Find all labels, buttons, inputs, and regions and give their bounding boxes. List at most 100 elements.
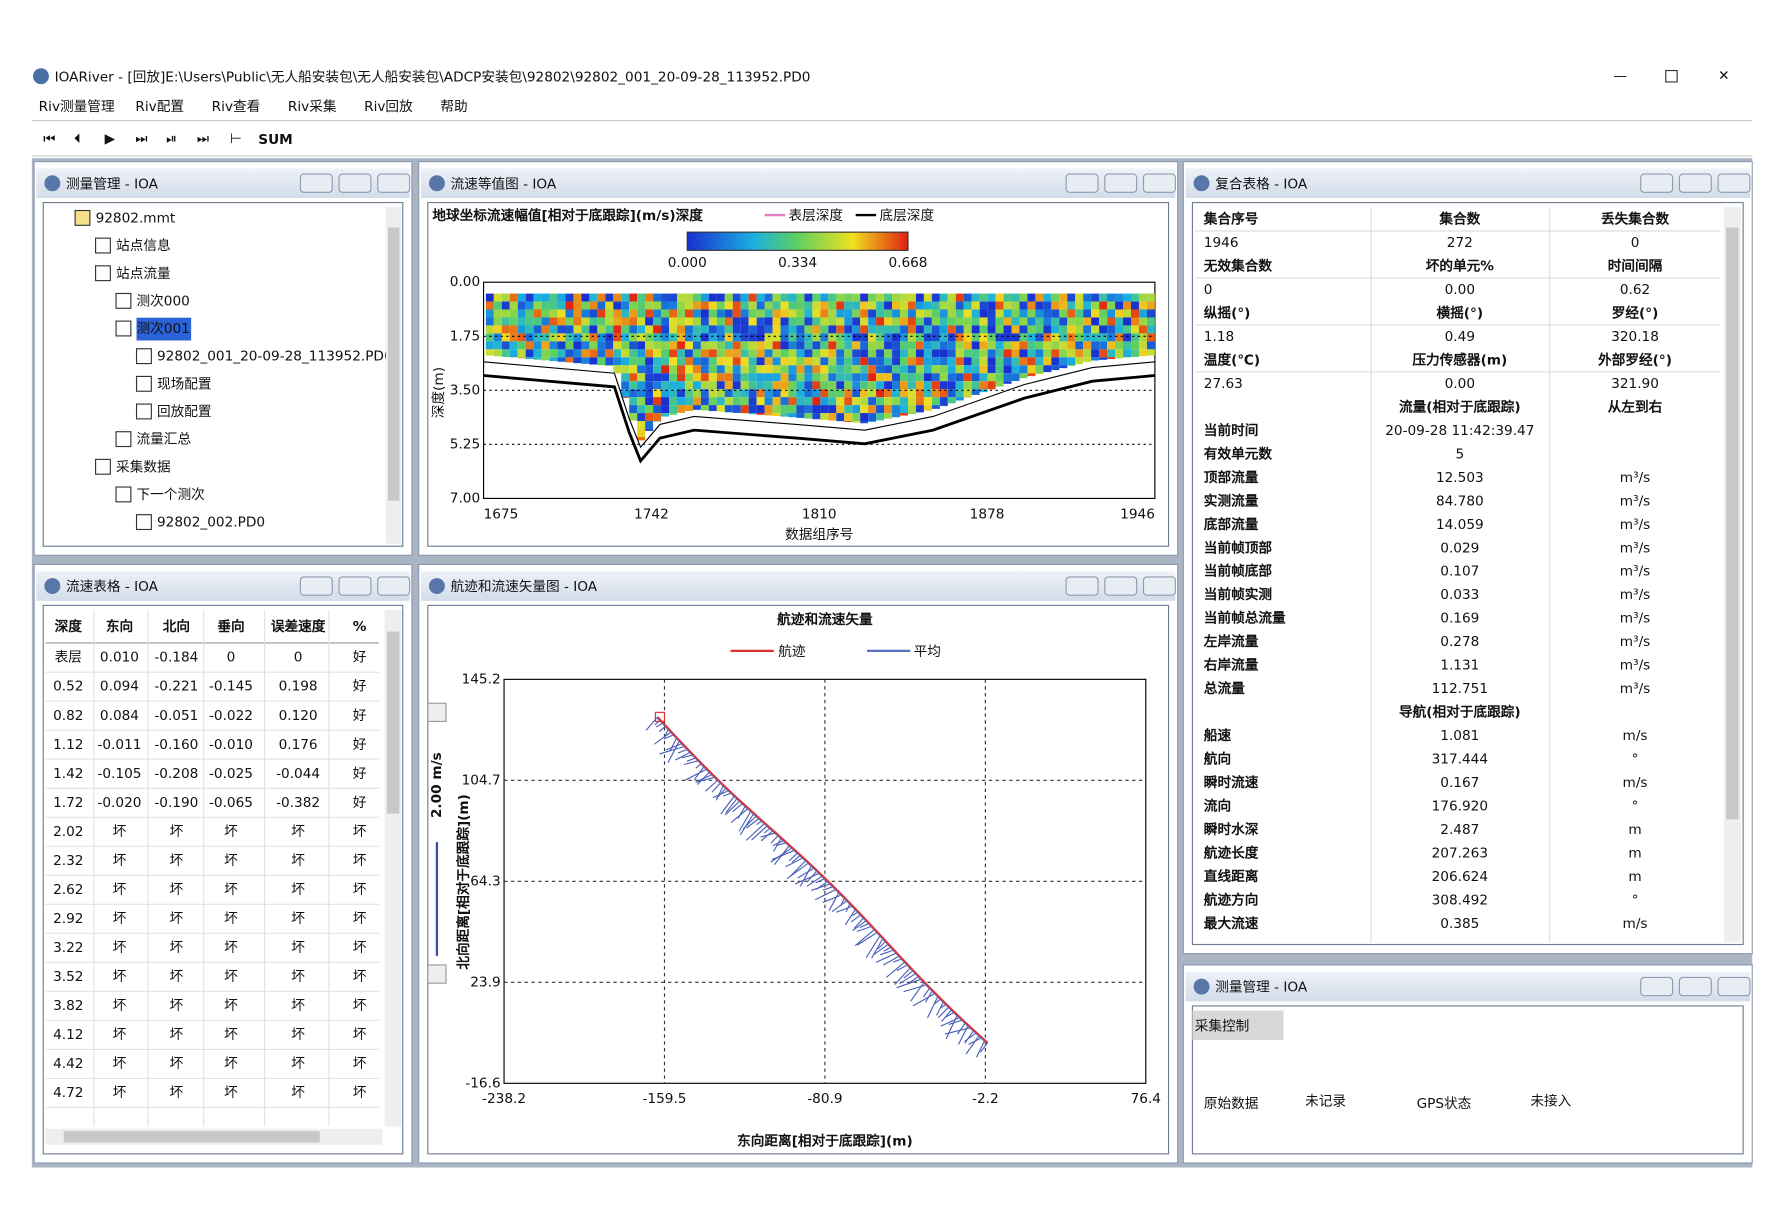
- tree-node[interactable]: 测次001: [137, 321, 190, 337]
- maximize-button[interactable]: [1665, 69, 1678, 83]
- table-cell: 0: [1631, 235, 1640, 251]
- zoom-in-button[interactable]: [427, 702, 447, 723]
- toolbar-button[interactable]: ⏴: [74, 131, 81, 147]
- contour-cell: [852, 349, 861, 358]
- tree-node[interactable]: 92802_002.PD0: [157, 515, 265, 531]
- contour-cell: [868, 349, 877, 358]
- panel-button[interactable]: [299, 576, 333, 596]
- contour-cell: [987, 333, 996, 342]
- tree-node[interactable]: 站点信息: [116, 237, 171, 254]
- contour-cell: [804, 293, 813, 302]
- contour-cell: [804, 325, 813, 334]
- panel-button[interactable]: [377, 576, 411, 596]
- panel-button[interactable]: [1065, 173, 1099, 193]
- contour-cell: [868, 309, 877, 318]
- table-cell: 2.02: [53, 824, 83, 840]
- minimize-button[interactable]: —: [1613, 68, 1627, 84]
- menu-item[interactable]: Riv测量管理: [39, 99, 115, 115]
- panel-button[interactable]: [1640, 173, 1674, 193]
- panel-button[interactable]: [338, 576, 372, 596]
- contour-cell: [844, 381, 853, 390]
- toolbar-button[interactable]: ▶: [105, 131, 116, 147]
- toolbar-button[interactable]: ⏭: [135, 131, 148, 147]
- toolbar-button[interactable]: ⏮: [43, 131, 55, 147]
- velocity-vector: [695, 776, 716, 783]
- velocity-vector: [738, 810, 752, 832]
- close-button[interactable]: ✕: [1718, 68, 1729, 84]
- velocity-vector: [751, 825, 769, 841]
- tree-node[interactable]: 92802.mmt: [96, 210, 176, 226]
- contour-cell: [716, 293, 725, 302]
- panel-button[interactable]: [1678, 976, 1712, 997]
- contour-cell: [828, 309, 837, 318]
- scrollbar-thumb[interactable]: [387, 227, 400, 501]
- contour-cell: [485, 293, 494, 302]
- table-cell: 0.278: [1440, 634, 1479, 650]
- contour-cell: [939, 317, 948, 326]
- panel-button[interactable]: [1640, 976, 1674, 997]
- panel-button[interactable]: [1717, 173, 1751, 193]
- contour-cell: [852, 317, 861, 326]
- panel-button[interactable]: [338, 173, 372, 193]
- contour-cell: [589, 357, 598, 365]
- table-cell: 集合数: [1438, 211, 1480, 228]
- panel-button[interactable]: [1142, 576, 1176, 596]
- panel-button[interactable]: [1142, 173, 1176, 193]
- contour-cell: [828, 381, 837, 390]
- toolbar-button[interactable]: ⏭: [197, 131, 210, 147]
- contour-cell: [836, 333, 845, 342]
- zoom-out-button[interactable]: [427, 964, 447, 984]
- tree-icon: [115, 486, 132, 503]
- contour-cell: [661, 373, 670, 382]
- contour-cell: [716, 341, 725, 350]
- scrollbar-thumb[interactable]: [1726, 227, 1739, 820]
- table-cell: 坏: [291, 853, 305, 869]
- menu-item[interactable]: Riv查看: [212, 99, 261, 115]
- tree-icon: [95, 265, 111, 282]
- tree-node[interactable]: 92802_001_20-09-28_113952.PD0: [157, 349, 393, 365]
- toolbar-button[interactable]: ⊢: [230, 131, 242, 147]
- menu-item[interactable]: Riv配置: [135, 99, 184, 115]
- panel-button[interactable]: [1104, 576, 1138, 596]
- velocity-vector: [705, 779, 719, 792]
- contour-cell: [915, 381, 924, 390]
- scrollbar-thumb[interactable]: [63, 1131, 320, 1143]
- table-cell: 最大流速: [1204, 915, 1259, 932]
- contour-cell: [828, 341, 837, 350]
- tree-node[interactable]: 现场配置: [157, 376, 212, 392]
- contour-cell: [677, 341, 685, 350]
- contour-cell: [653, 405, 662, 414]
- contour-cell: [1011, 357, 1020, 366]
- contour-cell: [1043, 309, 1052, 318]
- contour-cell: [692, 333, 701, 342]
- contour-cell: [995, 309, 1004, 318]
- panel-button[interactable]: [299, 173, 333, 193]
- menu-item[interactable]: 帮助: [440, 99, 467, 115]
- menu-item[interactable]: Riv回放: [364, 99, 413, 115]
- tree-node[interactable]: 测次000: [137, 293, 190, 309]
- tree-node[interactable]: 流量汇总: [137, 432, 192, 448]
- contour-cell: [772, 309, 781, 318]
- contour-cell: [740, 381, 749, 390]
- tree-node[interactable]: 回放配置: [157, 404, 212, 420]
- contour-cell: [884, 317, 893, 326]
- panel-button[interactable]: [1104, 173, 1138, 193]
- menu-item[interactable]: Riv采集: [288, 99, 337, 115]
- tree-node[interactable]: 采集数据: [116, 459, 171, 475]
- contour-cell: [804, 317, 813, 326]
- panel-button[interactable]: [1065, 576, 1099, 596]
- tree-node[interactable]: 下一个测次: [137, 487, 206, 503]
- panel-button[interactable]: [1678, 173, 1712, 193]
- velocity-vector: [771, 849, 796, 861]
- toolbar-button[interactable]: ⏯: [166, 131, 177, 147]
- contour-cell: [724, 325, 733, 334]
- scrollbar-thumb[interactable]: [386, 631, 400, 814]
- contour-cell: [772, 325, 781, 334]
- y-tick-label: 64.3: [470, 873, 500, 889]
- toolbar-sum[interactable]: SUM: [258, 132, 292, 148]
- contour-cell: [947, 325, 956, 334]
- tree-node[interactable]: 站点流量: [116, 266, 171, 282]
- table-cell: 0.033: [1440, 587, 1479, 603]
- panel-button[interactable]: [1717, 976, 1751, 997]
- panel-button[interactable]: [377, 173, 411, 193]
